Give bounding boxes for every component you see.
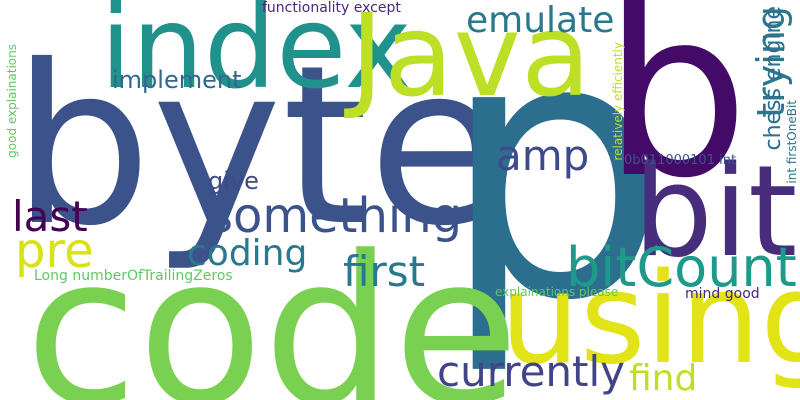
word-give: give bbox=[208, 167, 259, 195]
word-index: index bbox=[100, 0, 412, 114]
word-bitcount: bitCount bbox=[566, 236, 797, 299]
word-find: find bbox=[629, 358, 698, 399]
word-java: Java bbox=[350, 0, 591, 122]
word-pre: pre bbox=[15, 223, 94, 279]
word-byte: byte bbox=[12, 18, 504, 274]
word-amp: amp bbox=[496, 131, 590, 180]
word-p: p bbox=[440, 0, 669, 379]
word-binary-int: 0b011000101 int bbox=[624, 153, 737, 168]
word-something: something bbox=[208, 188, 463, 244]
word-relatively-efficiently: relatively efficiently bbox=[611, 42, 625, 161]
word-emulate: emulate bbox=[466, 0, 615, 41]
word-long-trailing: Long numberOfTrailingZeros bbox=[34, 268, 233, 284]
word-first: first bbox=[343, 247, 426, 296]
word-functionality-except: functionality except bbox=[262, 0, 401, 16]
word-implement: implement bbox=[112, 66, 242, 94]
word-explainations-please: explainations please bbox=[495, 285, 619, 299]
word-int-firstonebit: int firstOneBit bbox=[785, 100, 799, 184]
word-currently: currently bbox=[437, 347, 626, 396]
word-bit: bit bbox=[633, 138, 798, 285]
word-last: last bbox=[12, 192, 88, 241]
word-chess-engine: chess engine bbox=[761, 6, 786, 151]
word-coding: coding bbox=[187, 233, 308, 274]
word-good-explainations: good explainations bbox=[5, 44, 19, 158]
word-mind-good: mind good bbox=[685, 286, 760, 302]
word-b: b bbox=[603, 0, 749, 229]
word-code: code bbox=[25, 213, 520, 400]
word-using: using bbox=[500, 245, 800, 392]
